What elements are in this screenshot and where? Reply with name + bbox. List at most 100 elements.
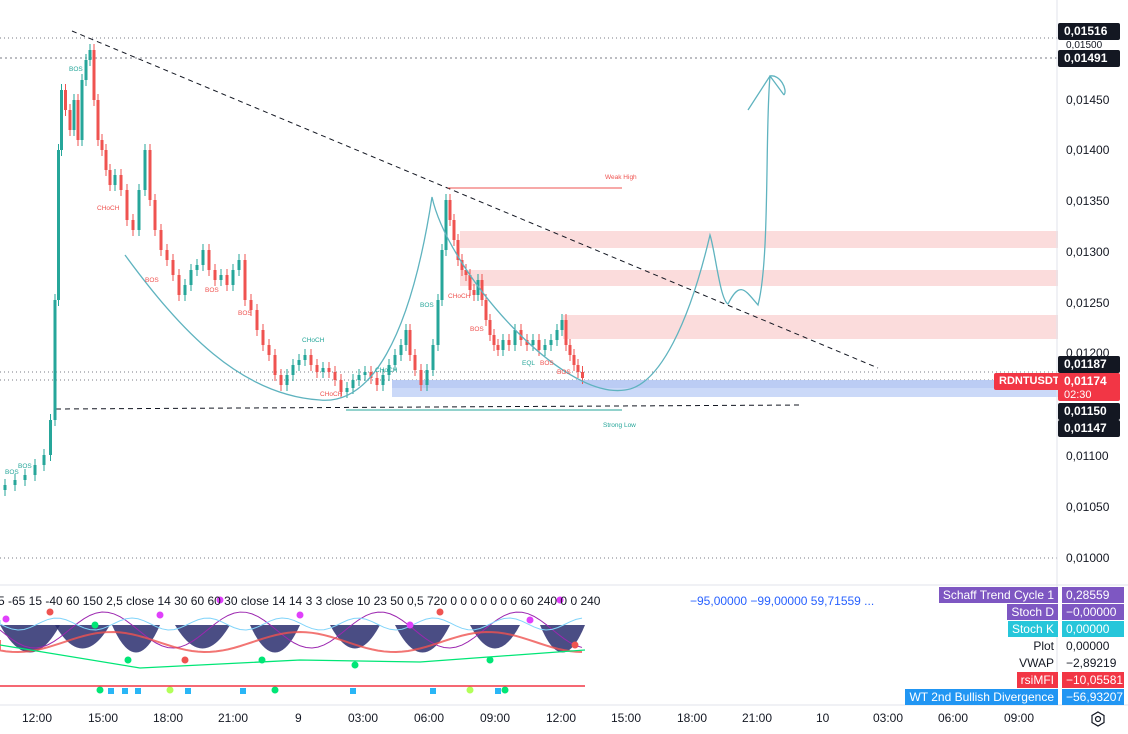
price-tick: 0,01350: [1066, 194, 1110, 208]
indicator-dot: [571, 641, 579, 649]
candle-body: [201, 250, 205, 265]
low-line-badge: 0,01147: [1058, 420, 1120, 437]
legend-value-schaff: 0,28559: [1062, 587, 1124, 603]
candle-body: [339, 380, 343, 392]
price-tick: 0,01450: [1066, 93, 1110, 107]
candle-body: [393, 355, 397, 365]
demand-zone: [392, 380, 1058, 397]
candle-body: [96, 100, 100, 140]
supply-zone-2: [460, 270, 1058, 286]
candle-body: [476, 280, 480, 295]
candle-body: [137, 190, 141, 230]
candle-body: [64, 90, 67, 110]
candle-body: [88, 50, 92, 60]
candle-body: [488, 320, 492, 335]
candle-body: [351, 380, 355, 388]
time-tick: 15:00: [611, 711, 642, 725]
candle-body: [464, 270, 468, 275]
indicator-dot: [166, 686, 174, 694]
candle-body: [327, 368, 331, 372]
candle-body: [207, 250, 211, 270]
indicator-dot: [556, 596, 564, 604]
indicator-marker: [430, 688, 436, 694]
candle-body: [440, 250, 444, 300]
bos-label-9: BOS: [5, 469, 19, 476]
indicator-dot: [181, 656, 189, 664]
candle-body: [231, 270, 235, 285]
candle-body: [57, 150, 60, 300]
indicator-marker: [135, 688, 141, 694]
indicator-dot: [156, 611, 164, 619]
candle-body: [131, 220, 135, 230]
indicator-dot: [216, 596, 224, 604]
price-tick: 0,01400: [1066, 143, 1110, 157]
legend-value-vwap: −2,89219: [1066, 656, 1117, 670]
candle-body: [273, 355, 277, 375]
candle-body: [404, 330, 408, 345]
candle-body: [408, 330, 412, 355]
indicator-dot: [2, 615, 10, 623]
candle-body: [572, 355, 576, 365]
current-price: 0,01174: [1064, 374, 1107, 388]
bos-label-2: BOS: [145, 277, 159, 284]
gear-icon[interactable]: [1090, 711, 1106, 727]
choch-label-4: CHoCH: [375, 367, 398, 374]
candle-body: [285, 375, 289, 385]
candle-body: [189, 270, 193, 285]
candle-body: [345, 388, 349, 392]
bos-label-4: BOS: [238, 310, 252, 317]
candles-group: [3, 44, 584, 496]
demand-zone-upper: [392, 380, 1058, 388]
candle-body: [113, 175, 117, 185]
current-price-badge: 0,01174 02:30: [1058, 373, 1120, 401]
bos-label-10: BOS: [18, 463, 32, 470]
indicator-dot: [486, 656, 494, 664]
candle-body: [171, 260, 175, 275]
candle-body: [381, 375, 385, 385]
candle-body: [321, 368, 325, 372]
candle-body: [568, 345, 572, 355]
choch-label-5: CHoCH: [448, 293, 471, 300]
weak-high-label: Weak High: [605, 174, 637, 181]
candle-body: [537, 340, 541, 350]
candle-body: [261, 330, 265, 345]
candle-body: [581, 372, 584, 378]
indicator-dot: [258, 656, 266, 664]
indicator-marker: [350, 688, 356, 694]
time-tick: 18:00: [153, 711, 184, 725]
candle-body: [480, 280, 484, 300]
wave-trough: [470, 625, 520, 649]
candle-body: [72, 100, 76, 130]
wave-line-blue: [0, 617, 583, 631]
candle-body: [13, 480, 17, 485]
legend-name-rsimfi: rsiMFI: [1016, 672, 1058, 688]
candle-body: [237, 260, 241, 270]
candle-body: [159, 230, 163, 250]
candle-body: [68, 110, 72, 130]
candle-body: [333, 372, 337, 380]
time-tick: 06:00: [414, 711, 445, 725]
price-tick: 0,01250: [1066, 296, 1110, 310]
bos-label-3: BOS: [205, 287, 219, 294]
bos-label-5: BOS: [420, 302, 434, 309]
indicator-dot: [124, 656, 132, 664]
candle-body: [484, 300, 488, 320]
legend-name-stoch-d: Stoch D: [1007, 604, 1058, 620]
descending-trendline: [71, 30, 879, 369]
time-tick: 06:00: [938, 711, 969, 725]
legend-name-wt-divergence: WT 2nd Bullish Divergence: [905, 689, 1058, 705]
indicator-dot: [436, 608, 444, 616]
candle-body: [143, 150, 147, 190]
bos-label-7: BOS: [540, 360, 554, 367]
indicator-pane: [0, 596, 586, 694]
candle-body: [363, 372, 367, 375]
candle-body: [460, 260, 464, 270]
candle-body: [119, 175, 123, 190]
candle-body: [399, 345, 403, 355]
price-tick: 0,01100: [1066, 449, 1109, 463]
indicator-params[interactable]: 5 -65 15 -40 60 150 2,5 close 14 30 60 6…: [0, 594, 601, 608]
legend-value-plot: 0,00000: [1066, 639, 1110, 653]
time-tick: 03:00: [348, 711, 379, 725]
candle-body: [303, 355, 307, 360]
